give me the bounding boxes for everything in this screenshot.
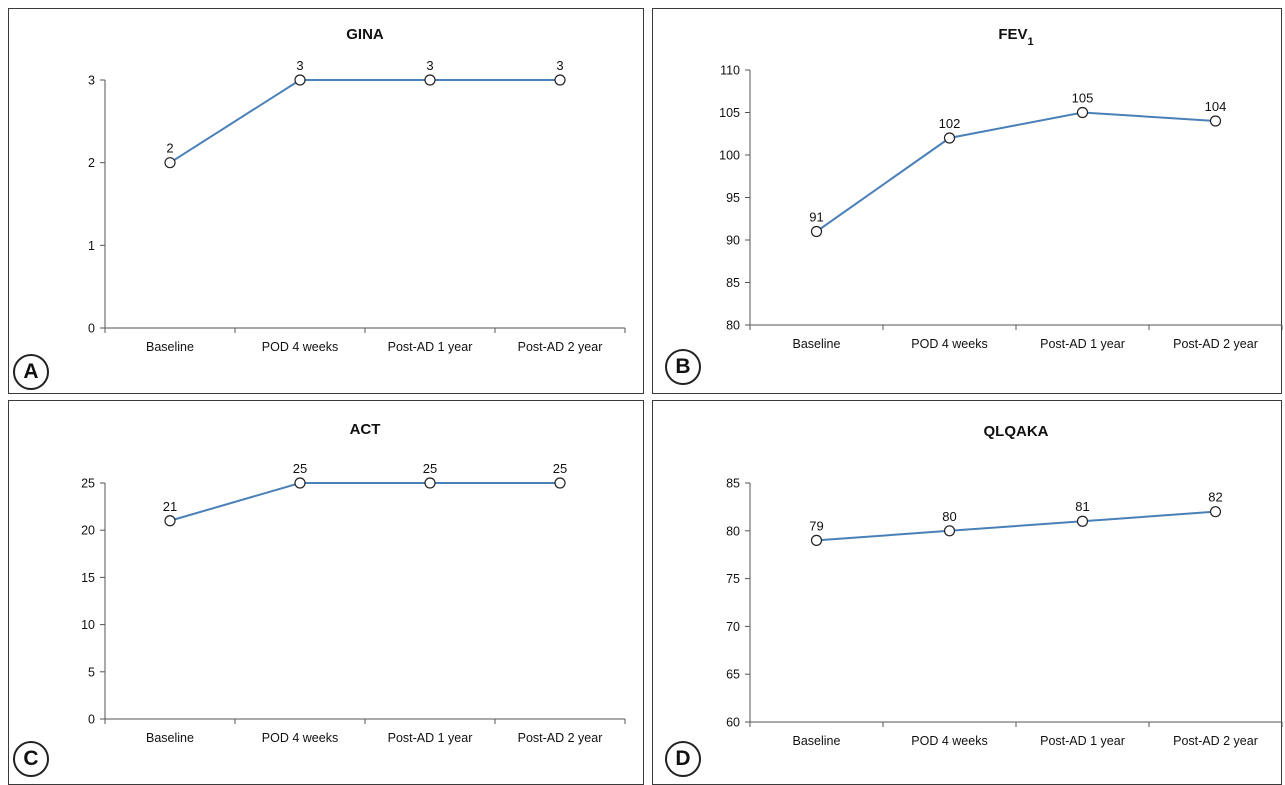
data-point-marker [943,132,956,144]
y-tick-label: 10 [81,618,95,632]
series-line [815,111,1216,233]
chart-svg: ACT 0 5 10 15 20 25 Baseline POD 4 weeks Post-AD … [81,421,626,745]
series-line [816,510,1216,542]
data-point-marker [294,477,306,489]
y-tick-label: 3 [88,74,95,88]
x-tick-label: POD 4 weeks [911,337,987,351]
y-tick-label: 75 [726,572,740,586]
y-tick-label: 60 [726,716,740,730]
y-tick-label: 2 [88,156,95,170]
x-tick-label: Baseline [793,337,841,351]
data-label: 3 [556,58,563,73]
data-point-marker [810,225,823,238]
x-tick-label: Post-AD 1 year [388,340,473,354]
data-point-marker [1209,115,1222,127]
data-point-marker [1076,515,1089,527]
y-tick-label: 85 [726,276,740,290]
data-point-marker [810,534,823,546]
data-point-marker [164,157,176,169]
y-tick-label: 80 [726,524,740,538]
y-tick-label: 95 [726,191,740,205]
data-label: 25 [423,461,437,476]
data-point-marker [554,74,566,86]
x-tick-label: Post-AD 1 year [388,731,473,745]
series-line [169,482,560,522]
panel-label-badge: D [665,741,701,777]
data-point-marker [294,74,306,86]
y-tick-label: 100 [719,149,740,163]
chart-title: GINA [346,26,384,43]
y-tick-label: 25 [81,477,95,491]
y-tick-label: 85 [726,477,740,491]
data-label: 91 [809,210,823,225]
data-label: 79 [809,518,823,533]
x-tick-label: Post-AD 2 year [1173,734,1258,748]
y-tick-label: 105 [719,106,740,120]
data-point-marker [164,515,176,527]
data-point-marker [943,525,956,537]
x-tick-label: POD 4 weeks [262,731,338,745]
chart-svg: QLQAKA 60 65 70 75 80 85 Baseline POD 4 weeks Pos… [726,423,1283,748]
panel-label-badge: B [665,349,701,385]
chart-title-subscript: 1 [1028,36,1034,48]
panel-label-badge: C [13,741,49,777]
x-tick-label: Baseline [146,340,194,354]
data-label: 104 [1205,99,1227,114]
y-tick-label: 90 [726,234,740,248]
chart-title: FEV1 [998,26,1033,48]
chart-panel-qlqaka: QLQAKA 60 65 70 75 80 85 Baseline POD 4 weeks Pos… [652,400,1283,785]
x-tick-label: Baseline [146,731,194,745]
data-label: 102 [939,116,961,131]
data-point-marker [554,477,566,489]
data-label: 105 [1072,91,1094,106]
data-label: 21 [163,499,177,514]
data-label: 81 [1075,499,1089,514]
x-tick-label: Post-AD 1 year [1040,337,1125,351]
data-point-marker [1076,106,1089,119]
y-tick-label: 70 [726,620,740,634]
chart-panel-act: ACT 0 5 10 15 20 25 Baseline POD 4 weeks Post-AD … [8,400,644,785]
data-label: 82 [1208,490,1222,505]
y-tick-label: 80 [726,319,740,333]
data-label: 2 [166,141,173,156]
x-tick-label: Post-AD 2 year [518,731,603,745]
y-tick-label: 0 [88,713,95,727]
x-tick-label: POD 4 weeks [262,340,338,354]
y-tick-label: 65 [726,668,740,682]
data-point-marker [424,74,436,86]
data-label: 3 [426,58,433,73]
data-label: 25 [293,461,307,476]
x-tick-label: Post-AD 2 year [1173,337,1258,351]
chart-svg: FEV1 80 85 90 95 100 105 110 Baseline POD 4 weeks… [719,26,1283,351]
series-line [169,79,560,164]
chart-panel-fev1: FEV1 80 85 90 95 100 105 110 Baseline POD 4 weeks… [652,8,1283,394]
data-point-marker [1209,506,1222,518]
y-tick-label: 20 [81,524,95,538]
chart-title: QLQAKA [984,423,1049,440]
data-label: 80 [942,509,956,524]
data-label: 3 [296,58,303,73]
x-tick-label: POD 4 weeks [911,734,987,748]
x-tick-label: Post-AD 1 year [1040,734,1125,748]
panel-label-badge: A [13,354,49,390]
y-tick-label: 1 [88,239,95,253]
chart-svg: GINA 0 1 2 3 Baseline POD 4 weeks Post-AD 1 yea… [88,26,626,354]
y-tick-label: 15 [81,571,95,585]
chart-title: ACT [350,421,381,438]
x-tick-label: Baseline [793,734,841,748]
y-tick-label: 0 [88,322,95,336]
y-tick-label: 5 [88,665,95,679]
data-point-marker [424,477,436,489]
x-tick-label: Post-AD 2 year [518,340,603,354]
chart-panel-gina: GINA 0 1 2 3 Baseline POD 4 weeks Post-AD 1 yea… [8,8,644,394]
y-tick-label: 110 [720,64,740,78]
data-label: 25 [553,461,567,476]
